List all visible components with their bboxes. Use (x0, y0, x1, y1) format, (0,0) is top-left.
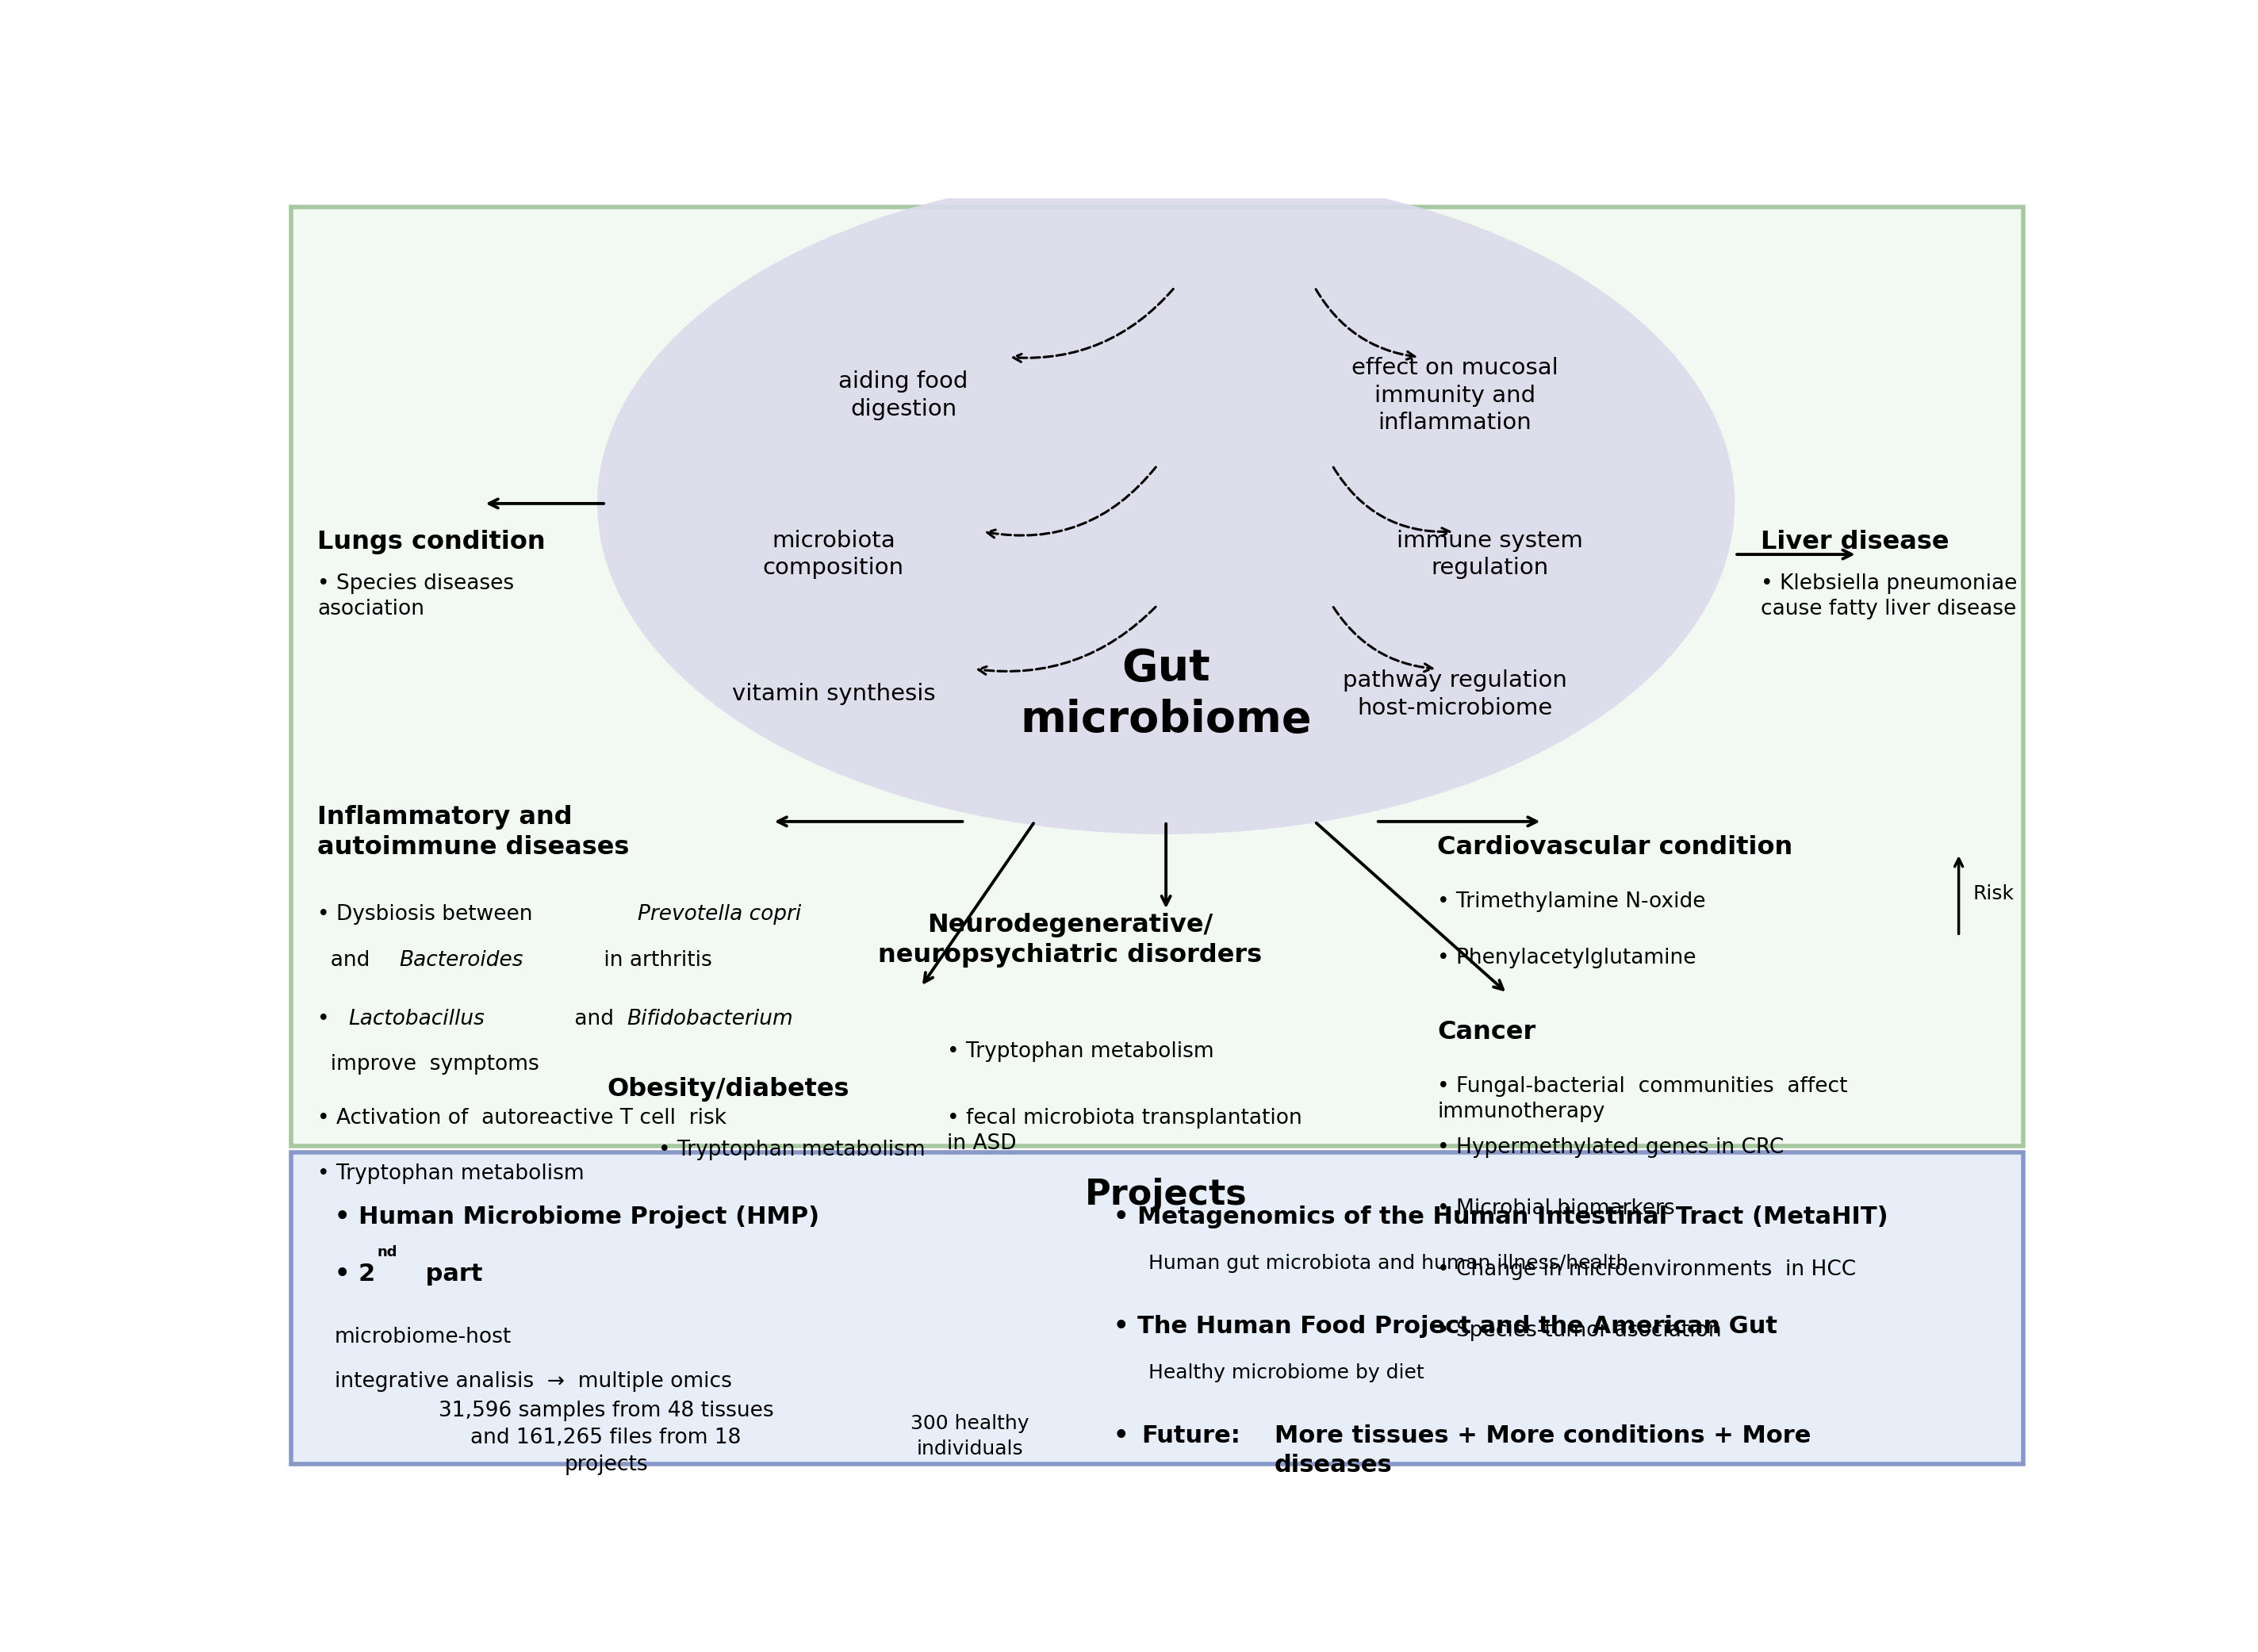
Text: Healthy microbiome by diet: Healthy microbiome by diet (1149, 1363, 1425, 1383)
Text: • fecal microbiota transplantation
in ASD: • fecal microbiota transplantation in AS… (948, 1108, 1303, 1153)
Text: Human gut microbiota and human illness/health: Human gut microbiota and human illness/h… (1149, 1254, 1628, 1274)
Text: • Hypermethylated genes in CRC: • Hypermethylated genes in CRC (1438, 1137, 1784, 1158)
Text: •: • (316, 1008, 336, 1029)
Text: 31,596 samples from 48 tissues
and 161,265 files from 18
projects: 31,596 samples from 48 tissues and 161,2… (438, 1401, 774, 1475)
Ellipse shape (596, 173, 1734, 834)
Text: • Trimethylamine N-oxide: • Trimethylamine N-oxide (1438, 892, 1705, 912)
Text: • Activation of  autoreactive T cell  risk: • Activation of autoreactive T cell risk (316, 1108, 727, 1128)
Text: • Human Microbiome Project (HMP): • Human Microbiome Project (HMP) (334, 1206, 820, 1229)
Text: • 2: • 2 (334, 1262, 375, 1285)
FancyBboxPatch shape (291, 206, 2023, 1146)
Text: Bifidobacterium: Bifidobacterium (628, 1008, 793, 1029)
Text: Cancer: Cancer (1438, 1019, 1535, 1044)
Text: Obesity/diabetes: Obesity/diabetes (607, 1077, 849, 1102)
Text: • Tryptophan metabolism: • Tryptophan metabolism (659, 1140, 926, 1160)
FancyBboxPatch shape (291, 1153, 2023, 1464)
Text: microbiome-host: microbiome-host (334, 1327, 513, 1346)
Text: Lungs condition: Lungs condition (316, 530, 546, 555)
Text: • Fungal-bacterial  communities  affect
immunotherapy: • Fungal-bacterial communities affect im… (1438, 1075, 1847, 1122)
Text: vitamin synthesis: vitamin synthesis (732, 684, 935, 705)
Text: Risk: Risk (1973, 884, 2014, 904)
Text: More tissues + More conditions + More
diseases: More tissues + More conditions + More di… (1274, 1424, 1811, 1477)
Text: Inflammatory and
autoimmune diseases: Inflammatory and autoimmune diseases (316, 805, 630, 859)
Text: Gut
microbiome: Gut microbiome (1021, 648, 1312, 742)
Text: 300 healthy
individuals: 300 healthy individuals (910, 1414, 1030, 1459)
Text: Future:: Future: (1143, 1424, 1240, 1447)
Text: improve  symptoms: improve symptoms (316, 1054, 540, 1075)
Text: • Metagenomics of the Human Intestinal Tract (MetaHIT): • Metagenomics of the Human Intestinal T… (1113, 1206, 1888, 1229)
Text: • Change in microenvironments  in HCC: • Change in microenvironments in HCC (1438, 1259, 1856, 1280)
Text: pathway regulation
host-microbiome: pathway regulation host-microbiome (1344, 669, 1567, 719)
Text: Prevotella copri: Prevotella copri (637, 904, 802, 925)
Text: • Klebsiella pneumoniae
cause fatty liver disease: • Klebsiella pneumoniae cause fatty live… (1761, 573, 2016, 620)
Text: Lactobacillus: Lactobacillus (348, 1008, 485, 1029)
Text: and: and (316, 950, 377, 971)
Text: • Dysbiosis between: • Dysbiosis between (316, 904, 540, 925)
Text: nd: nd (377, 1246, 397, 1259)
Text: Projects: Projects (1084, 1178, 1246, 1213)
Text: part: part (418, 1262, 483, 1285)
Text: Liver disease: Liver disease (1761, 530, 1949, 555)
Text: in arthritis: in arthritis (596, 950, 711, 971)
Text: • Tryptophan metabolism: • Tryptophan metabolism (316, 1163, 585, 1184)
Text: immune system
regulation: immune system regulation (1398, 530, 1583, 580)
Text: •: • (1113, 1424, 1138, 1447)
Text: Cardiovascular condition: Cardiovascular condition (1438, 836, 1793, 859)
Text: aiding food
digestion: aiding food digestion (838, 370, 969, 420)
Text: Bacteroides: Bacteroides (400, 950, 524, 971)
Text: Neurodegenerative/
neuropsychiatric disorders: Neurodegenerative/ neuropsychiatric diso… (878, 914, 1262, 968)
Text: and: and (567, 1008, 628, 1029)
Text: • Tryptophan metabolism: • Tryptophan metabolism (948, 1042, 1215, 1062)
Text: • Phenylacetylglutamine: • Phenylacetylglutamine (1438, 948, 1696, 968)
Text: • Species-tumor asociation: • Species-tumor asociation (1438, 1320, 1721, 1341)
Text: microbiota
composition: microbiota composition (763, 530, 903, 580)
Text: • Species diseases
asociation: • Species diseases asociation (316, 573, 515, 620)
Text: integrative analisis  →  multiple omics: integrative analisis → multiple omics (334, 1371, 732, 1391)
Text: • Microbial biomarkers: • Microbial biomarkers (1438, 1198, 1675, 1219)
Text: • The Human Food Project and the American Gut: • The Human Food Project and the America… (1113, 1315, 1777, 1338)
Text: effect on mucosal
immunity and
inflammation: effect on mucosal immunity and inflammat… (1350, 357, 1558, 434)
